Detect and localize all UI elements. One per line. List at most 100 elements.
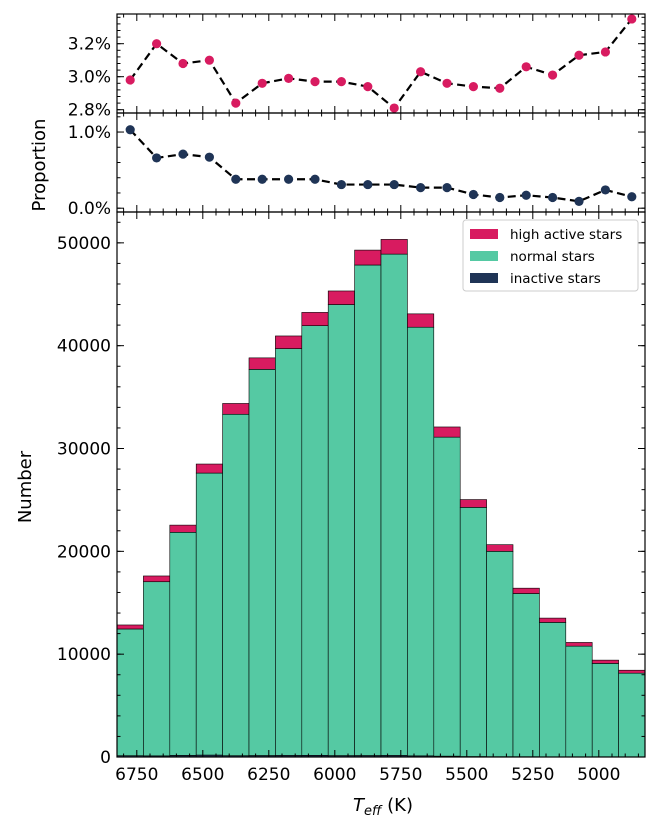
high-active-stars-bar — [407, 313, 435, 328]
y-axis-label-proportion: Proportion — [29, 119, 50, 212]
high-active-proportion-point — [178, 58, 188, 69]
high-active-stars-bar — [459, 499, 487, 508]
high-active-stars-bar — [275, 335, 303, 349]
x-tick-label: 5000 — [577, 765, 620, 785]
inactive-proportion-point — [548, 192, 558, 203]
high-active-proportion-point — [284, 73, 294, 83]
plot-frame — [116, 13, 646, 114]
normal-stars-bar — [143, 581, 171, 757]
normal-stars-bar — [222, 413, 250, 756]
high-active-stars-bar — [222, 403, 250, 415]
y-tick-label: 3.2% — [68, 35, 111, 55]
y-axis-label-number: Number — [15, 450, 36, 523]
normal-stars-bar — [354, 264, 382, 756]
x-axis-label-symbol: T — [353, 795, 366, 816]
inactive-proportion-point — [627, 192, 637, 202]
high-active-proportion-point — [416, 67, 426, 77]
y-tick-label: 1.0% — [68, 123, 111, 143]
inactive-proportion-point — [204, 152, 214, 162]
high-active-proportion-point — [389, 103, 399, 113]
high-active-stars-bar — [591, 659, 619, 664]
y-tick-label: 50000 — [57, 234, 111, 254]
proportion-high-active-panel: 2.8% 3.0% 3.2% — [68, 13, 646, 121]
normal-stars-bar — [327, 304, 355, 756]
high-active-stars-bar — [195, 463, 223, 474]
high-active-stars-bar — [380, 239, 408, 255]
high-active-proportion-point — [125, 75, 135, 85]
legend-swatch — [470, 273, 498, 283]
y-tick-label: 20000 — [57, 542, 111, 562]
high-active-stars-bar — [327, 290, 355, 305]
high-active-proportion-point — [548, 70, 558, 80]
normal-stars-bar — [539, 622, 567, 758]
x-tick-label: 5750 — [379, 765, 422, 785]
normal-stars-bar — [195, 472, 223, 756]
legend: high active stars normal stars inactive st… — [462, 219, 639, 292]
high-active-stars-bar — [143, 575, 171, 583]
legend-entry: inactive stars — [510, 271, 601, 287]
legend-box — [462, 219, 639, 292]
proportion-inactive-panel: 0.0% 1.0% — [68, 112, 646, 219]
high-active-stars-bar — [301, 312, 329, 326]
legend-swatch — [470, 251, 498, 261]
inactive-proportion-point — [310, 174, 320, 184]
plot-frame — [116, 112, 646, 213]
inactive-proportion-point — [336, 179, 346, 190]
normal-stars-bar — [116, 628, 144, 756]
high-active-stars-bar — [539, 617, 567, 623]
high-active-proportion-point — [574, 50, 584, 60]
high-active-proportion-point — [627, 14, 637, 24]
normal-stars-bar — [486, 551, 514, 757]
inactive-proportion-point — [442, 183, 452, 193]
high-active-proportion-point — [336, 77, 346, 87]
high-active-proportion-point — [468, 82, 478, 92]
inactive-proportion-point — [495, 192, 505, 203]
inactive-proportion-point — [257, 174, 267, 184]
plot-frame — [116, 211, 646, 758]
inactive-proportion-point — [363, 179, 373, 190]
high-active-proportion-point — [495, 83, 505, 93]
inactive-proportion-point — [416, 183, 426, 193]
high-active-proportion-line — [129, 18, 633, 110]
normal-stars-bar — [591, 663, 619, 758]
high-active-stars-bar — [512, 587, 540, 594]
number-histogram-panel: 0 10000 20000 30000 40000 50000 6750 6500 6250 60… — [57, 211, 646, 785]
high-active-proportion-point — [257, 78, 267, 88]
high-active-stars-bar — [354, 249, 382, 266]
inactive-proportion-point — [389, 179, 399, 190]
y-tick-label: 3.0% — [68, 68, 111, 88]
inactive-proportion-point — [284, 174, 294, 184]
high-active-stars-bar — [248, 357, 276, 370]
normal-stars-bar — [407, 326, 435, 757]
high-active-stars-bar — [565, 642, 593, 647]
x-tick-label: 6250 — [247, 765, 290, 785]
x-tick-label: 5250 — [511, 765, 554, 785]
inactive-proportion-point — [231, 174, 241, 184]
high-active-proportion-point — [231, 98, 241, 108]
x-axis-label-unit: (K) — [381, 795, 413, 816]
x-tick-label: 6000 — [313, 765, 356, 785]
high-active-stars-bar — [433, 426, 461, 438]
normal-stars-bar — [248, 369, 276, 756]
high-active-proportion-point — [600, 47, 611, 57]
x-axis-label: Teff (K) — [353, 795, 413, 819]
normal-stars-bar — [380, 253, 408, 756]
y-tick-label: 0 — [100, 748, 111, 768]
high-active-proportion-point — [204, 55, 214, 65]
high-active-stars-bar — [169, 524, 197, 533]
inactive-proportion-point — [600, 185, 611, 195]
normal-stars-bar — [169, 532, 197, 756]
inactive-proportion-point — [468, 189, 478, 200]
normal-stars-bar — [618, 672, 646, 758]
high-active-proportion-point — [521, 62, 531, 72]
normal-stars-bar — [565, 645, 593, 758]
inactive-proportion-point — [521, 190, 531, 200]
normal-stars-bar — [433, 436, 461, 757]
inactive-proportion-point — [125, 125, 135, 135]
legend-entry: high active stars — [510, 227, 622, 243]
high-active-proportion-point — [310, 77, 320, 87]
high-active-stars-bar — [486, 544, 514, 552]
high-active-proportion-point — [363, 82, 373, 92]
x-tick-label: 6750 — [115, 765, 158, 785]
inactive-proportion-point — [178, 149, 188, 159]
